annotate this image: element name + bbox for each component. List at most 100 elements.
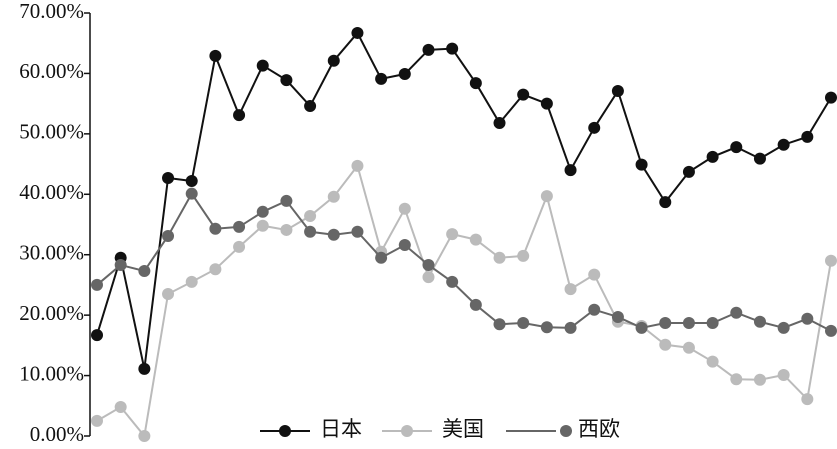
point — [564, 283, 577, 296]
point — [659, 338, 672, 351]
point — [304, 100, 317, 113]
point — [162, 229, 175, 242]
point — [588, 268, 601, 281]
point — [469, 233, 482, 246]
point — [706, 316, 719, 329]
point — [185, 174, 198, 187]
point — [256, 219, 269, 232]
point — [730, 373, 743, 386]
y-tick-label: 0.00% — [30, 422, 84, 444]
point — [801, 312, 814, 325]
point — [801, 130, 814, 143]
point — [114, 400, 127, 413]
series-line — [96, 163, 832, 439]
point — [91, 278, 103, 291]
point — [304, 225, 317, 238]
point — [682, 165, 695, 178]
point — [611, 310, 624, 323]
legend-marker — [560, 425, 572, 437]
point — [351, 159, 364, 172]
point — [801, 393, 814, 406]
point — [351, 26, 364, 39]
point — [209, 222, 222, 235]
y-tick-label: 10.00% — [19, 361, 84, 385]
point — [422, 271, 435, 284]
point — [375, 72, 388, 85]
point — [825, 91, 837, 104]
point — [777, 138, 790, 151]
point — [327, 54, 340, 67]
point — [280, 74, 293, 87]
point — [422, 43, 435, 56]
point — [209, 263, 222, 276]
point — [564, 164, 577, 177]
legend-label: 西欧 — [578, 417, 620, 441]
point — [659, 316, 672, 329]
point — [753, 152, 766, 165]
point — [233, 240, 246, 253]
y-tick-label: 40.00% — [19, 180, 84, 204]
point — [114, 258, 127, 271]
point — [777, 368, 790, 381]
point — [493, 318, 506, 331]
point — [256, 59, 269, 72]
point — [256, 205, 269, 218]
point — [446, 228, 459, 241]
point — [280, 194, 293, 207]
point — [540, 97, 553, 110]
point — [564, 321, 577, 334]
point — [138, 362, 151, 375]
point — [753, 315, 766, 328]
legend-label: 美国 — [442, 417, 484, 441]
point — [351, 225, 364, 238]
point — [446, 275, 459, 288]
point — [469, 298, 482, 311]
y-tick-label: 30.00% — [19, 241, 84, 265]
point — [91, 414, 103, 427]
y-tick-label: 20.00% — [19, 301, 84, 325]
point — [138, 430, 151, 442]
series-line — [96, 191, 832, 332]
point — [209, 49, 222, 62]
legend-marker — [279, 425, 291, 437]
point — [422, 258, 435, 271]
y-tick-label: 70.00% — [19, 0, 84, 23]
point — [304, 210, 317, 223]
point — [730, 141, 743, 154]
point — [138, 265, 151, 278]
point — [588, 121, 601, 134]
point — [825, 324, 837, 337]
point — [682, 341, 695, 354]
point — [588, 303, 601, 316]
point — [825, 254, 837, 267]
point — [730, 306, 743, 319]
point — [517, 249, 530, 262]
point — [398, 202, 411, 215]
point — [446, 42, 459, 55]
point — [682, 316, 695, 329]
point — [540, 190, 553, 203]
point — [659, 196, 672, 209]
point — [280, 223, 293, 236]
point — [611, 84, 624, 97]
legend-label: 日本 — [320, 417, 362, 441]
point — [327, 228, 340, 241]
point — [517, 88, 530, 101]
point — [375, 251, 388, 264]
y-tick-label: 50.00% — [19, 120, 84, 144]
point — [493, 251, 506, 264]
point — [635, 158, 648, 171]
point — [91, 329, 103, 342]
point — [233, 220, 246, 233]
point — [706, 355, 719, 368]
point — [327, 190, 340, 203]
point — [706, 150, 719, 163]
point — [753, 373, 766, 386]
point — [162, 171, 175, 184]
point — [185, 275, 198, 288]
point — [493, 116, 506, 129]
point — [517, 316, 530, 329]
point — [162, 287, 175, 300]
point — [540, 321, 553, 334]
